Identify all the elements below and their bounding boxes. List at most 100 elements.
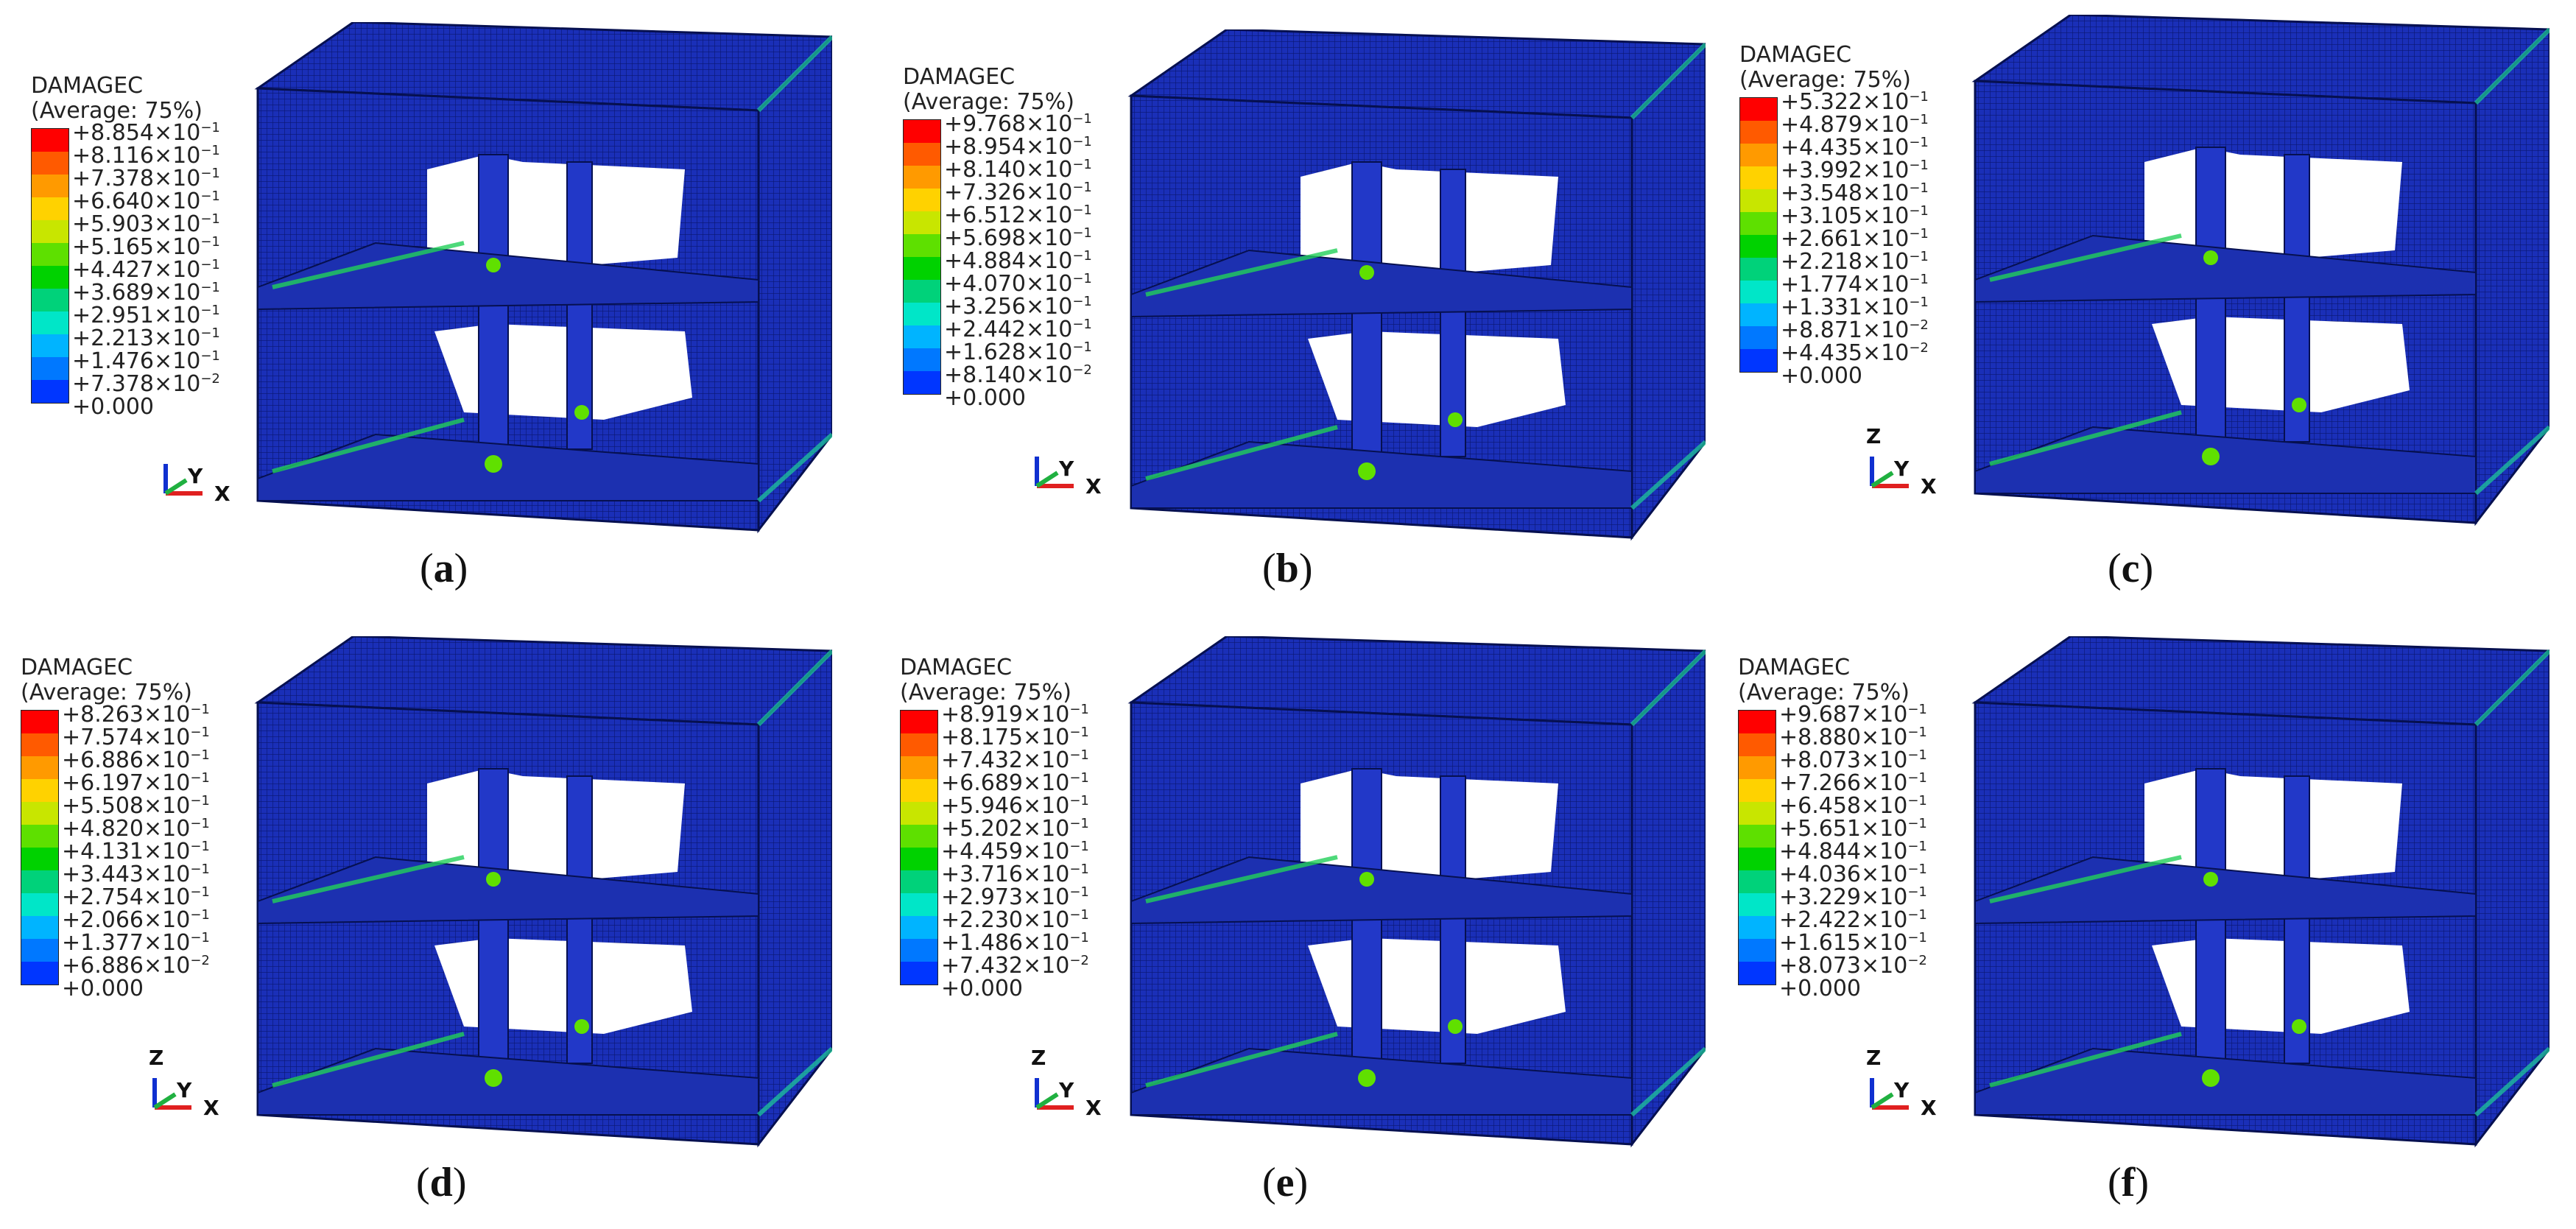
damage-band <box>2474 1046 2549 1117</box>
legend-swatch <box>21 779 58 802</box>
lower-opening <box>434 324 692 420</box>
legend-swatch <box>1739 848 1776 870</box>
model-mesh <box>1127 636 1706 1148</box>
damage-band <box>1145 425 1338 481</box>
legend-swatch <box>901 962 937 985</box>
legend-label: +1.377×10−1 <box>62 930 210 956</box>
column-left <box>478 154 509 479</box>
legend-swatch <box>901 756 937 779</box>
legend-label: +5.508×10−1 <box>62 793 210 819</box>
upper-opening <box>427 769 685 879</box>
legend-label: +3.548×10−1 <box>1781 180 1929 206</box>
legend-swatch <box>901 825 937 848</box>
column-left <box>478 768 509 1094</box>
legend-label: +4.820×10−1 <box>62 816 210 842</box>
legend-label: +5.946×10−1 <box>941 793 1089 819</box>
legend-label: +0.000 <box>944 385 1027 411</box>
legend-swatch <box>32 197 68 220</box>
legend-swatch <box>1740 303 1777 326</box>
lower-opening <box>434 938 692 1034</box>
damage-band <box>1145 248 1338 297</box>
legend-color-bar <box>903 119 941 395</box>
legend-label: +6.640×10−1 <box>72 189 220 214</box>
axis-y-label: Y <box>188 464 203 488</box>
legend-swatch <box>904 211 940 234</box>
legend-swatch <box>32 357 68 380</box>
column-right <box>1440 169 1466 457</box>
bottom-slab <box>1130 440 1633 509</box>
legend-label: +4.459×10−1 <box>941 839 1089 864</box>
legend-label: +2.213×10−1 <box>72 325 220 351</box>
legend-title: DAMAGEC <box>1738 655 1851 680</box>
damage-band <box>756 432 832 503</box>
legend-swatch <box>1739 733 1776 756</box>
legend-swatch <box>904 120 940 143</box>
legend-label: +3.105×10−1 <box>1781 203 1929 229</box>
damage-spot <box>1358 462 1376 480</box>
fe-model-view <box>254 636 832 1148</box>
legend-title: DAMAGEC <box>1739 42 1852 68</box>
axis-x-label: X <box>1921 474 1937 499</box>
legend-label: +6.689×10−1 <box>941 770 1089 796</box>
legend-swatch <box>901 893 937 916</box>
model-mesh <box>1971 15 2549 527</box>
damage-band <box>1630 649 1706 727</box>
axis-y-label: Y <box>177 1078 192 1102</box>
legend-label: +3.443×10−1 <box>62 862 210 887</box>
legend-label: +0.000 <box>1779 976 1862 1001</box>
legend-swatch <box>904 325 940 348</box>
legend-swatch <box>901 939 937 962</box>
fe-model-view <box>1971 15 2549 527</box>
legend-label: +6.458×10−1 <box>1779 793 1927 819</box>
legend-swatch <box>1739 870 1776 893</box>
legend-swatch <box>1740 144 1777 166</box>
legend-label: +1.486×10−1 <box>941 930 1089 956</box>
legend-subtitle: (Average: 75%) <box>1739 67 1911 93</box>
color-legend: DAMAGEC (Average: 75%) +8.263×10−1 +7.574×1… <box>21 655 210 1000</box>
legend-subtitle: (Average: 75%) <box>1738 680 1910 705</box>
damage-spot <box>2203 250 2218 265</box>
legend-title: DAMAGEC <box>900 655 1013 680</box>
legend-label: +4.131×10−1 <box>62 839 210 864</box>
legend-label: +3.229×10−1 <box>1779 884 1927 910</box>
legend-swatch <box>21 825 58 848</box>
legend-swatch <box>901 916 937 939</box>
legend-label: +1.615×10−1 <box>1779 930 1927 956</box>
legend-swatch <box>904 143 940 166</box>
legend-label: +5.322×10−1 <box>1781 89 1929 115</box>
panel-caption: (c) <box>2108 546 2154 591</box>
legend-title: DAMAGEC <box>21 655 133 680</box>
model-mesh <box>1971 636 2549 1148</box>
cube-right-face <box>2474 27 2549 527</box>
fe-model-view <box>1127 636 1706 1148</box>
damage-spot <box>574 405 589 420</box>
legend-label: +8.954×10−1 <box>944 134 1092 160</box>
legend-swatch <box>1739 893 1776 916</box>
damage-band <box>1630 1046 1706 1117</box>
damage-band <box>272 241 465 289</box>
panel-f: DAMAGEC (Average: 75%) +9.687×10−1 +8.880×1… <box>1717 614 2576 1228</box>
damage-band <box>1989 855 2182 904</box>
legend-swatch <box>32 334 68 357</box>
column-left <box>2195 768 2226 1094</box>
legend-label: +3.992×10−1 <box>1781 158 1929 183</box>
legend-label: +7.432×10−1 <box>941 747 1089 773</box>
legend-subtitle: (Average: 75%) <box>903 89 1074 115</box>
legend-swatch <box>1739 756 1776 779</box>
legend-label: +8.175×10−1 <box>941 725 1089 750</box>
legend-label: +0.000 <box>941 976 1024 1001</box>
legend-swatch <box>1740 212 1777 235</box>
panel-caption: (d) <box>416 1160 467 1205</box>
damage-spot <box>486 872 501 887</box>
damage-spot <box>1448 412 1463 427</box>
legend-swatch <box>904 166 940 189</box>
legend-label: +2.973×10−1 <box>941 884 1089 910</box>
upper-opening <box>427 155 685 265</box>
legend-label: +4.844×10−1 <box>1779 839 1927 864</box>
legend-label: +9.768×10−1 <box>944 111 1092 137</box>
legend-swatch <box>32 175 68 197</box>
damage-spot <box>2202 448 2220 465</box>
legend-label: +3.689×10−1 <box>72 280 220 306</box>
legend-swatch <box>21 962 58 985</box>
